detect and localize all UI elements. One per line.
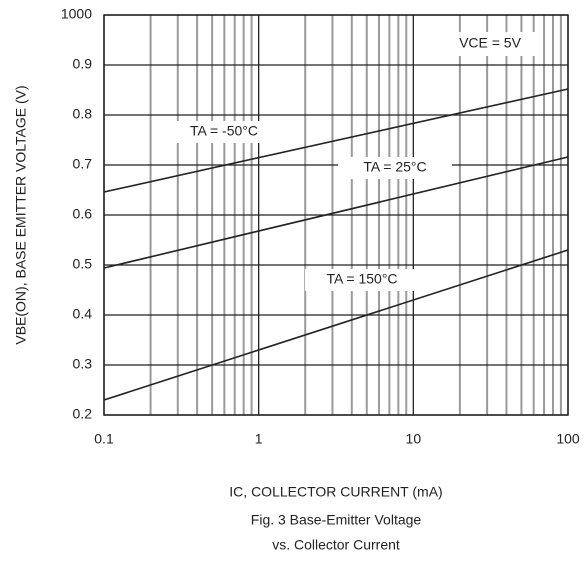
y-tick-label: 0.6: [73, 206, 93, 222]
x-tick-label: 0.1: [94, 431, 114, 447]
y-tick-label: 0.3: [73, 356, 93, 372]
line: [103, 249, 569, 401]
y-tick-label: 0.7: [73, 156, 93, 172]
x-axis-label: IC, COLLECTOR CURRENT (mA): [229, 484, 442, 500]
annotation-background: [440, 32, 540, 56]
series-label: TA = 25°C: [363, 159, 426, 175]
y-axis-label: VBE(ON), BASE EMITTER VOLTAGE (V): [13, 85, 29, 344]
line: [103, 156, 569, 269]
y-tick-label: 0.4: [73, 306, 93, 322]
annotation: VCE = 5V: [459, 35, 522, 51]
y-tick-label: 0.9: [73, 56, 93, 72]
x-tick-label: 100: [556, 431, 580, 447]
x-tick-label: 1: [255, 431, 263, 447]
y-tick-label: 0.5: [73, 256, 93, 272]
y-tick-label: 0.2: [73, 406, 93, 422]
plot-frame: [103, 14, 569, 416]
y-tick-label: 1000: [61, 6, 92, 22]
chart-title: Fig. 3 Base-Emitter Voltage: [251, 512, 422, 528]
line: [103, 88, 569, 193]
y-tick-label: 0.8: [73, 106, 93, 122]
label-background: [305, 269, 419, 291]
label-background: [167, 121, 281, 143]
series-label: TA = 150°C: [326, 271, 397, 287]
series-label: TA = -50°C: [190, 123, 258, 139]
label-background: [338, 157, 452, 179]
chart-subtitle: vs. Collector Current: [272, 537, 400, 553]
x-tick-label: 10: [406, 431, 422, 447]
